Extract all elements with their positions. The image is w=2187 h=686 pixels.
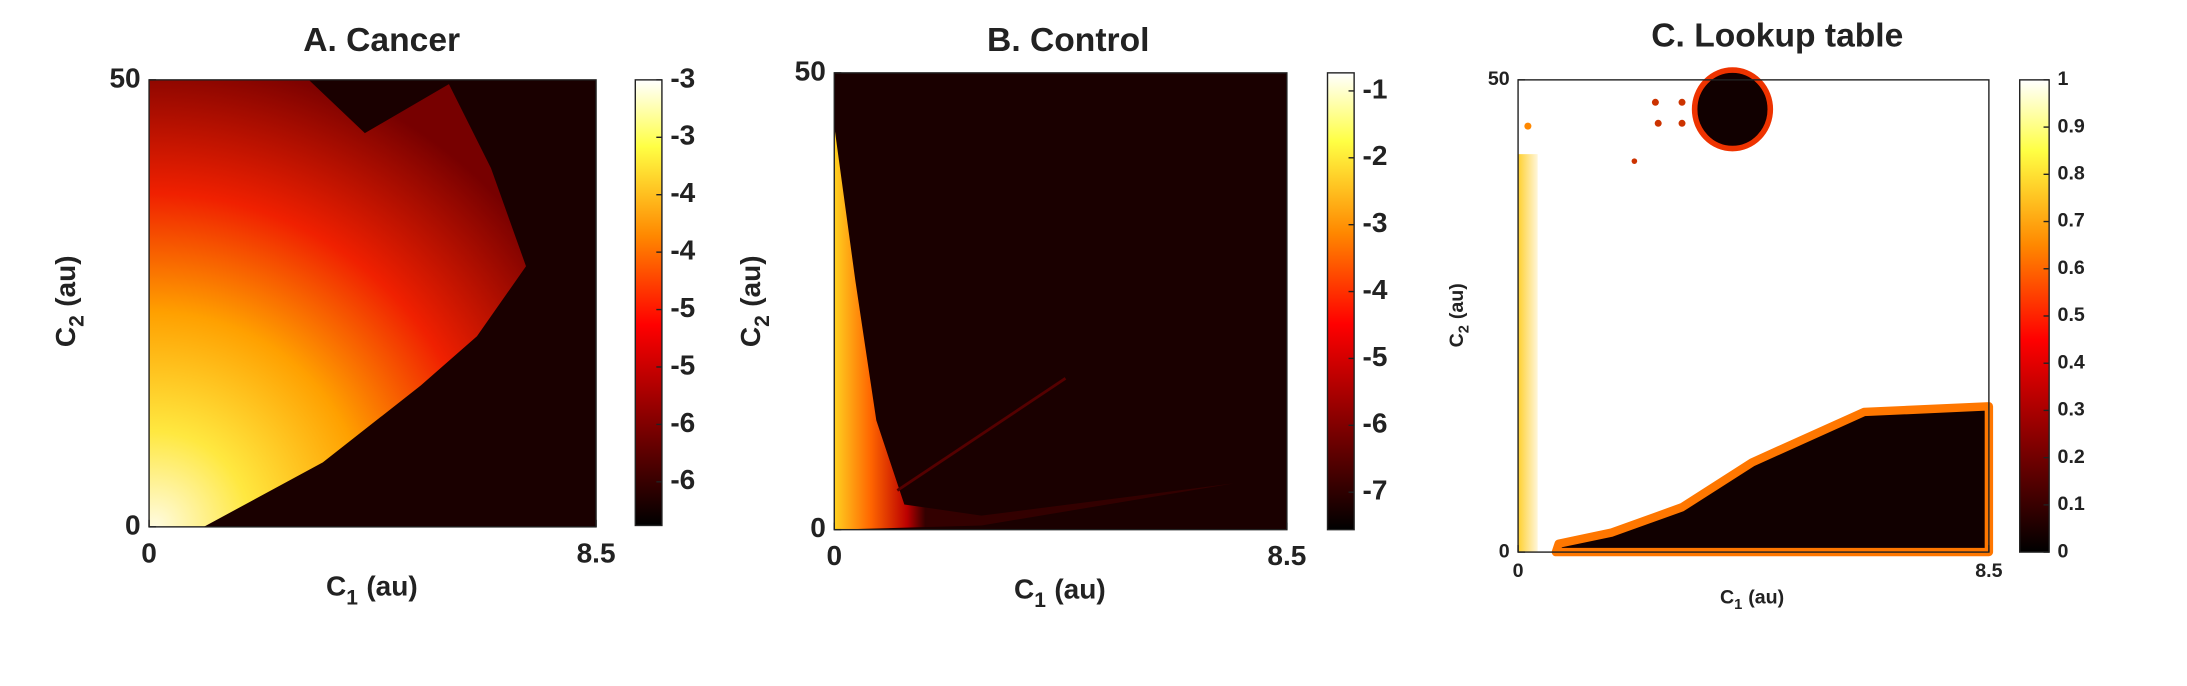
y-tick-label: 0 [125,509,141,540]
colorbar-tick-label: 0.1 [2058,493,2085,515]
plot-frame [833,72,1288,531]
x-axis-label: C1 (au) [1720,587,1784,614]
plot-frame [148,79,597,528]
colorbar-tick-label: -5 [670,292,695,323]
x-tick-label: 0 [826,540,842,571]
colorbar-tick-label: -2 [1363,140,1388,171]
label-subscript: 2 [1457,325,1473,333]
label-subscript: 1 [1034,589,1046,612]
colorbar-tick-label: -5 [1363,341,1388,372]
y-tick-label: 50 [109,62,140,93]
label-symbol: C [1014,574,1034,605]
chart-title: B. Control [987,22,1149,59]
colorbar-tick-label: 0.5 [2058,304,2085,326]
x-tick-label: 0 [141,537,157,568]
colorbar-tick-label: -1 [1363,73,1388,104]
colorbar-tick-label: 0.4 [2058,351,2085,373]
label-symbol: C [1720,587,1734,609]
label-symbol: C [326,571,346,602]
label-subscript: 2 [65,315,88,327]
colorbar-tick-label: 0.3 [2058,399,2085,421]
colorbar-tick-label: 0.9 [2058,115,2085,137]
y-axis-label: C2 (au) [1446,283,1473,347]
colorbar-tick-label: 0 [2058,540,2069,562]
colorbar-tick-label: -7 [1363,475,1388,506]
x-tick-label: 0 [1513,560,1524,582]
x-tick-label: 8.5 [577,537,616,568]
colorbar-tick-label: 0.6 [2058,257,2085,279]
x-axis-label: C1 (au) [326,571,418,609]
heatmap-c [1518,67,1994,557]
label-subscript: 1 [1734,597,1742,613]
label-symbol: C [735,327,766,347]
colorbar-tick-label: -3 [1363,207,1388,238]
y-axis-label: C2 (au) [735,255,773,347]
chart-title: A. Cancer [303,22,460,59]
label-unit: (au) [366,571,417,602]
colorbar-tick-label: -6 [670,464,695,495]
label-unit: (au) [50,255,81,306]
colorbar-tick-label: -4 [670,235,695,266]
label-unit: (au) [1446,283,1468,319]
x-axis-label: C1 (au) [1014,574,1106,612]
colorbar-tick-label: -6 [670,407,695,438]
x-tick-label: 8.5 [1975,560,2002,582]
colorbar-tick-label: -4 [670,177,695,208]
colorbar-tick-label: -6 [1363,408,1388,439]
colorbar [634,79,663,527]
y-tick-label: 0 [810,512,826,543]
chart-title: C. Lookup table [1651,18,1903,55]
label-unit: (au) [1748,587,1784,609]
colorbar-tick-label: 0.2 [2058,446,2085,468]
colorbar-tick-label: -5 [670,349,695,380]
label-unit: (au) [1054,574,1105,605]
x-tick-label: 8.5 [1267,540,1306,571]
label-subscript: 2 [750,315,773,327]
label-symbol: C [1446,333,1468,347]
plot-frame [1517,79,1990,553]
label-symbol: C [50,327,81,347]
y-tick-label: 50 [1488,68,1510,90]
colorbar-tick-label: -4 [1363,274,1388,305]
heatmap-a [149,79,597,527]
heatmap-b [834,72,1287,530]
colorbar-tick-label: -3 [670,120,695,151]
y-tick-label: 0 [1499,540,1510,562]
y-axis-label: C2 (au) [50,255,88,347]
colorbar-tick-label: -3 [670,62,695,93]
label-subscript: 1 [346,586,358,609]
colorbar [1326,72,1355,531]
colorbar-tick-label: 0.8 [2058,163,2085,185]
colorbar-tick-label: 1 [2058,68,2069,90]
label-unit: (au) [735,255,766,306]
colorbar-tick-label: 0.7 [2058,210,2085,232]
y-tick-label: 50 [795,55,826,86]
